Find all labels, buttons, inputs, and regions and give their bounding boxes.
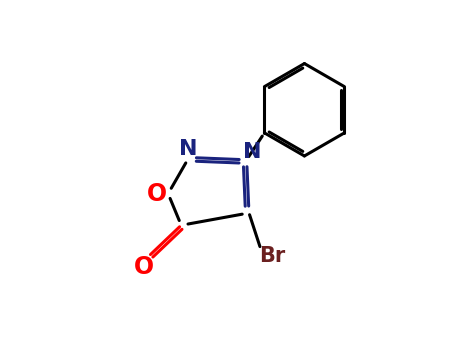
Text: Br: Br xyxy=(259,246,285,266)
Text: N: N xyxy=(243,142,261,162)
Text: N: N xyxy=(179,139,197,159)
Text: O: O xyxy=(133,255,153,279)
Text: O: O xyxy=(147,182,167,206)
